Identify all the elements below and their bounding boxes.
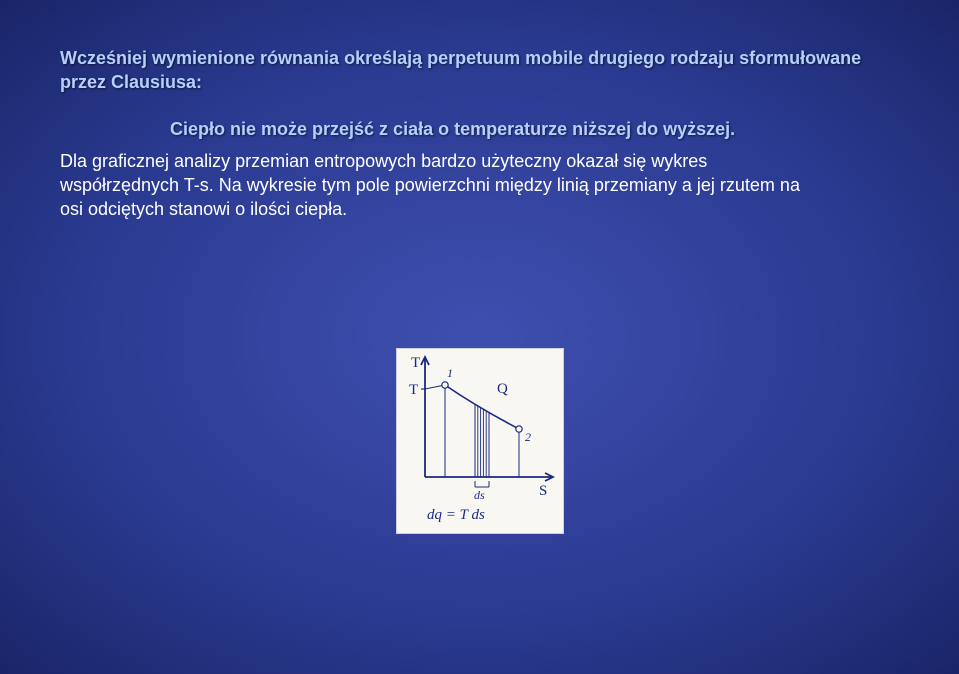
- p1-line-1: przez Clausiusa:: [60, 70, 899, 94]
- p1-line-0: Wcześniej wymienione równania określają …: [60, 46, 899, 70]
- svg-text:1: 1: [447, 366, 453, 380]
- centered-statement: Ciepło nie może przejść z ciała o temper…: [170, 117, 899, 141]
- p2-line-1: współrzędnych T-s. Na wykresie tym pole …: [60, 173, 899, 197]
- ts-diagram-svg: TT 1 2 Q Sds dq = T ds: [397, 349, 563, 533]
- svg-text:S: S: [539, 483, 547, 499]
- svg-text:T: T: [411, 355, 420, 371]
- svg-text:Q: Q: [497, 381, 508, 397]
- ts-diagram: TT 1 2 Q Sds dq = T ds: [396, 348, 564, 534]
- svg-text:2: 2: [525, 430, 531, 444]
- svg-text:ds: ds: [474, 488, 485, 502]
- p2-line-0: Dla graficznej analizy przemian entropow…: [60, 149, 899, 173]
- paragraph-1: Wcześniej wymienione równania określają …: [60, 46, 899, 95]
- paragraph-2: Dla graficznej analizy przemian entropow…: [60, 149, 899, 222]
- p2-line-2: osi odciętych stanowi o ilości ciepła.: [60, 197, 899, 221]
- svg-text:T: T: [409, 382, 418, 398]
- svg-text:dq = T ds: dq = T ds: [427, 507, 485, 523]
